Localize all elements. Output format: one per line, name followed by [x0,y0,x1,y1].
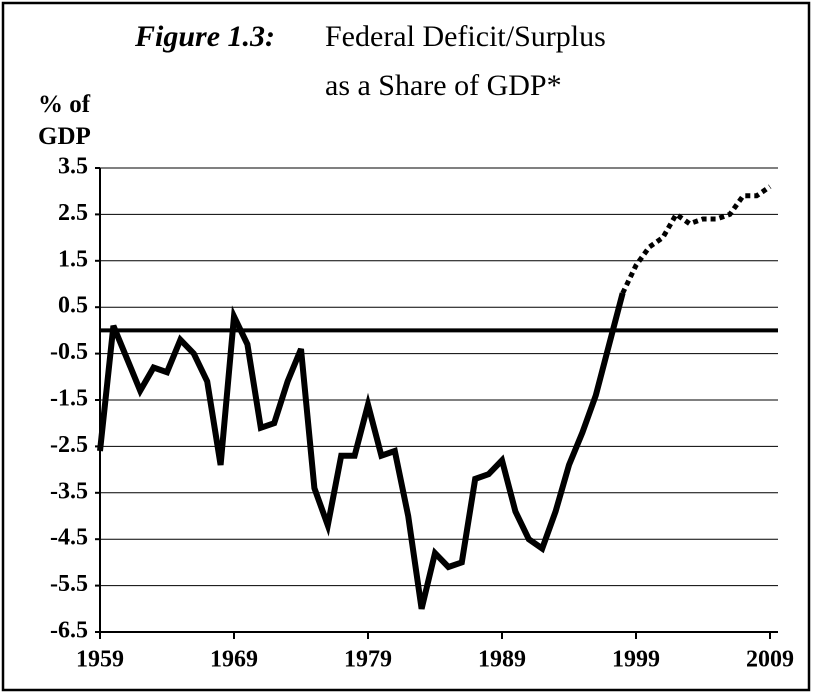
y-axis-label: GDP [38,123,91,150]
x-tick-label: 1969 [210,647,258,673]
y-tick-label: -5.5 [50,571,88,597]
data-line [97,292,626,610]
chart-title: as a Share of GDP* [325,69,562,102]
y-tick-label: 1.5 [58,246,88,272]
y-tick-label: 2.5 [58,200,88,226]
y-tick-label: -0.5 [50,339,88,365]
chart-title: Federal Deficit/Surplus [325,20,606,53]
y-axis-label: % of [38,91,91,118]
y-tick-label: 3.5 [58,154,88,180]
x-tick-label: 1959 [76,647,124,673]
x-tick-label: 1989 [478,647,526,673]
x-tick-label: 1979 [344,647,392,673]
y-tick-label: -1.5 [50,386,88,412]
y-tick-label: -4.5 [50,525,88,551]
y-tick-label: -6.5 [50,618,88,644]
x-tick-label: 1999 [612,647,660,673]
x-tick-label: 2009 [746,647,794,673]
y-tick-label: 0.5 [58,293,88,319]
title-prefix: Figure 1.3: [134,20,275,53]
y-tick-label: -3.5 [50,478,88,504]
data-line [620,184,772,295]
y-tick-label: -2.5 [50,432,88,458]
